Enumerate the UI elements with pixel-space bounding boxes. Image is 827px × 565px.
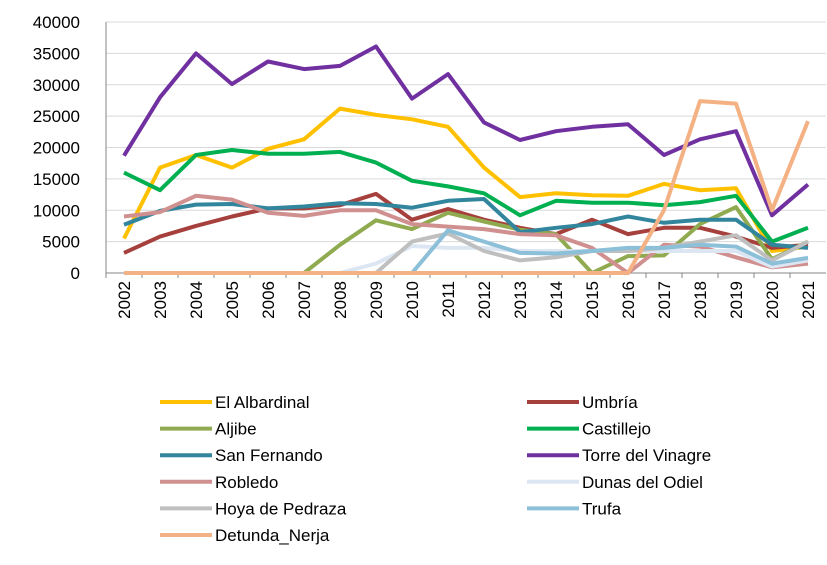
series-line [124, 231, 809, 275]
x-tick-label: 2019 [727, 281, 746, 319]
x-tick-label: 2015 [583, 281, 602, 319]
legend-label: Aljibe [215, 420, 257, 439]
legend-label: Umbría [582, 393, 638, 412]
series-line [124, 99, 810, 275]
x-tick-label: 2011 [439, 281, 458, 318]
x-tick-label: 2007 [295, 281, 314, 319]
x-tick-label: 2003 [151, 281, 170, 319]
y-tick-label: 10000 [33, 201, 80, 220]
x-tick-label: 2018 [691, 281, 710, 319]
series-line [124, 244, 809, 275]
y-tick-label: 40000 [33, 13, 80, 32]
series-line [123, 197, 809, 250]
x-tick-label: 2014 [547, 281, 566, 319]
x-tick-label: 2016 [619, 281, 638, 319]
y-tick-label: 25000 [33, 107, 80, 126]
legend-label: Hoya de Pedraza [215, 499, 347, 518]
legend-label: Detunda_Nerja [215, 526, 330, 545]
legend-label: Dunas del Odiel [582, 473, 703, 492]
x-tick-label: 2020 [763, 281, 782, 319]
x-tick-label: 2008 [331, 281, 350, 319]
legend-label: Trufa [582, 499, 622, 518]
y-tick-label: 20000 [33, 139, 80, 158]
series-line [122, 106, 809, 253]
x-tick-label: 2010 [403, 281, 422, 319]
y-tick-label: 35000 [33, 44, 80, 63]
x-tick-label: 2004 [187, 281, 206, 319]
x-tick-label: 2002 [115, 281, 134, 319]
x-tick-label: 2009 [367, 281, 386, 319]
series-line [122, 44, 810, 218]
legend-label: San Fernando [215, 446, 323, 465]
legend-label: El Albardinal [215, 393, 310, 412]
legend-label: Robledo [215, 473, 278, 492]
x-tick-label: 2005 [223, 281, 242, 319]
legend-label: Torre del Vinagre [582, 446, 711, 465]
y-tick-label: 30000 [33, 76, 80, 95]
y-tick-label: 0 [71, 264, 80, 283]
y-tick-label: 15000 [33, 170, 80, 189]
y-tick-label: 5000 [42, 233, 80, 252]
x-tick-label: 2017 [655, 281, 674, 319]
x-tick-label: 2012 [475, 281, 494, 319]
x-tick-label: 2013 [511, 281, 530, 319]
legend-label: Castillejo [582, 420, 651, 439]
x-tick-label: 2006 [259, 281, 278, 319]
series-line [123, 148, 809, 244]
x-tick-label: 2021 [799, 281, 818, 319]
